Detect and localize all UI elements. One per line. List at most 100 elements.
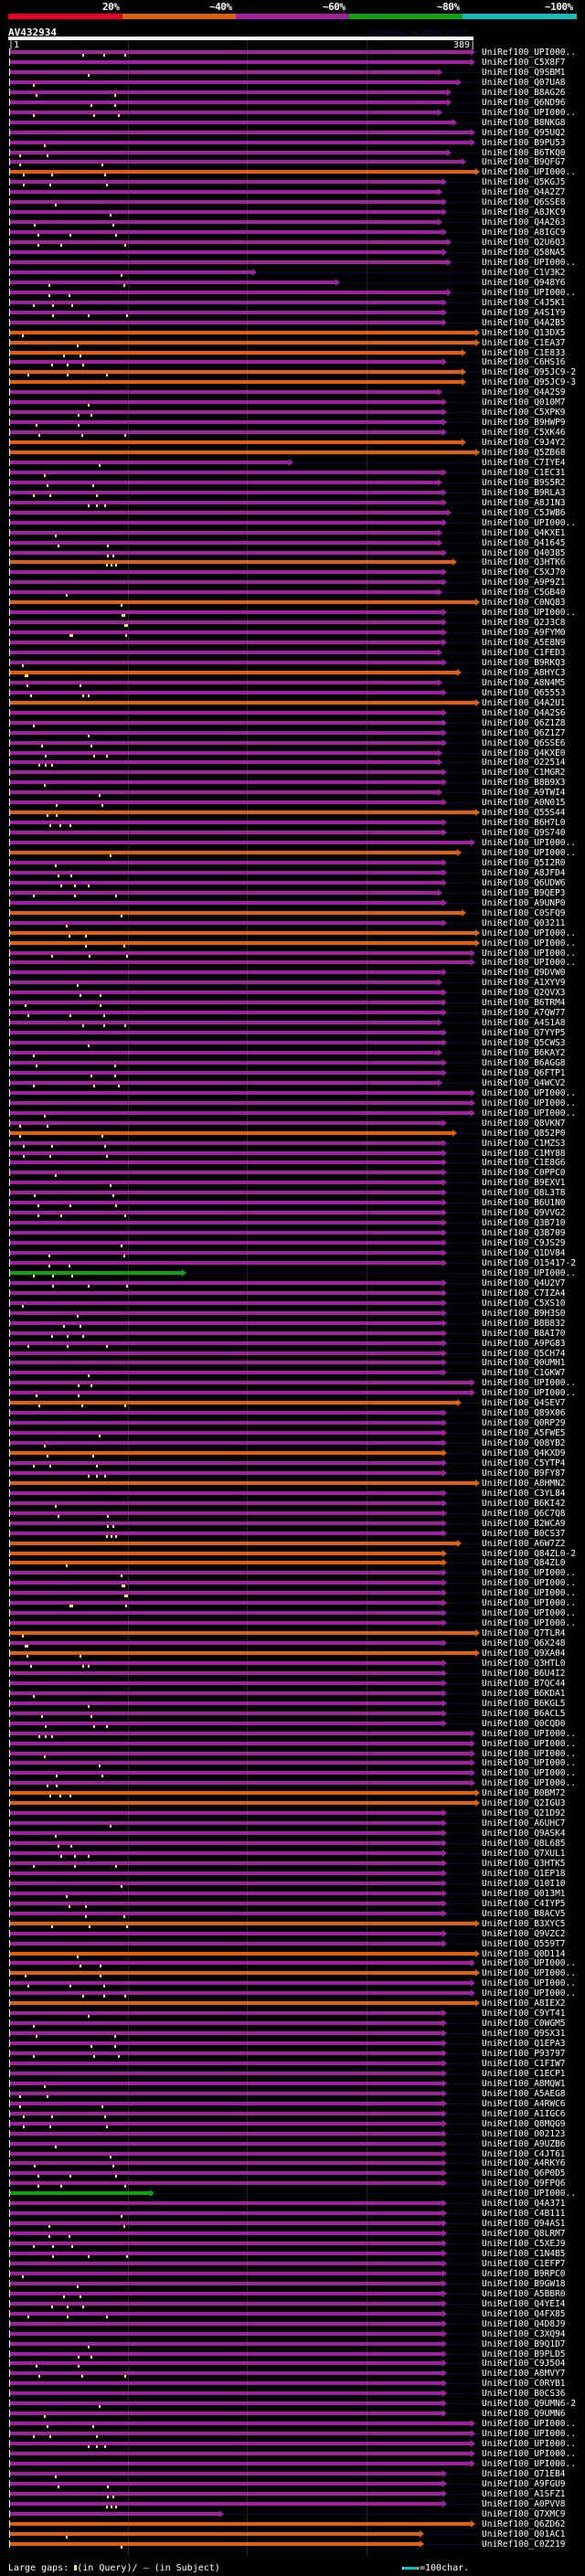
hit-label[interactable]: UniRef100_Q9S740 bbox=[482, 828, 566, 839]
hit-row[interactable]: UniRef100_UPI000.. bbox=[0, 949, 585, 959]
hit-label[interactable]: UniRef100_UPI000.. bbox=[482, 1588, 576, 1599]
alignment-bar[interactable] bbox=[10, 170, 475, 175]
hit-row[interactable]: UniRef100_Q3HTK5 bbox=[0, 1859, 585, 1869]
hit-label[interactable]: UniRef100_Q010M7 bbox=[482, 398, 566, 408]
hit-row[interactable]: UniRef100_C1FIW7 bbox=[0, 2059, 585, 2069]
hit-label[interactable]: UniRef100_UPI000.. bbox=[482, 1778, 576, 1789]
hit-row[interactable]: UniRef100_C4IYP5 bbox=[0, 1899, 585, 1909]
hit-label[interactable]: UniRef100_UPI000.. bbox=[482, 1618, 576, 1629]
hit-row[interactable]: UniRef100_A7QW77 bbox=[0, 1008, 585, 1018]
hit-row[interactable]: UniRef100_A8HMN2 bbox=[0, 1479, 585, 1489]
hit-label[interactable]: UniRef100_B6KDA1 bbox=[482, 1688, 566, 1699]
hit-label[interactable]: UniRef100_A6W7Z2 bbox=[482, 1538, 566, 1549]
hit-label[interactable]: UniRef100_Q1DV84 bbox=[482, 1248, 566, 1258]
alignment-bar[interactable] bbox=[10, 1641, 442, 1646]
alignment-bar[interactable] bbox=[10, 1591, 442, 1595]
hit-row[interactable]: UniRef100_Q6FTP1 bbox=[0, 1068, 585, 1078]
hit-row[interactable]: UniRef100_UPI000.. bbox=[0, 2459, 585, 2469]
hit-label[interactable]: UniRef100_B2WCA9 bbox=[482, 1518, 566, 1529]
hit-label[interactable]: UniRef100_Q4A263 bbox=[482, 217, 566, 228]
hit-label[interactable]: UniRef100_Q13DX5 bbox=[482, 327, 566, 338]
hit-label[interactable]: UniRef100_B8B832 bbox=[482, 1318, 566, 1329]
hit-label[interactable]: UniRef100_B6KI42 bbox=[482, 1498, 566, 1509]
alignment-bar[interactable] bbox=[10, 520, 442, 525]
alignment-bar[interactable] bbox=[10, 90, 447, 94]
hit-row[interactable]: UniRef100_B9S5R2 bbox=[0, 478, 585, 488]
hit-row[interactable]: UniRef100_Q2QVX3 bbox=[0, 988, 585, 998]
hit-label[interactable]: UniRef100_UPI000.. bbox=[482, 948, 576, 959]
hit-label[interactable]: UniRef100_Q6SSE6 bbox=[482, 737, 566, 748]
alignment-bar[interactable] bbox=[10, 1911, 442, 1915]
hit-row[interactable]: UniRef100_UPI000.. bbox=[0, 288, 585, 298]
alignment-bar[interactable] bbox=[10, 1921, 475, 1925]
alignment-bar[interactable] bbox=[10, 1161, 442, 1165]
alignment-bar[interactable] bbox=[10, 1290, 442, 1295]
hit-row[interactable]: UniRef100_A1SFZ1 bbox=[0, 2489, 585, 2499]
alignment-bar[interactable] bbox=[10, 200, 442, 205]
hit-label[interactable]: UniRef100_C1ECP1 bbox=[482, 2068, 566, 2079]
hit-row[interactable]: UniRef100_A8MVY7 bbox=[0, 2369, 585, 2379]
alignment-bar[interactable] bbox=[10, 2291, 442, 2295]
hit-label[interactable]: UniRef100_C0RYB1 bbox=[482, 2379, 566, 2390]
hit-label[interactable]: UniRef100_C0SFQ9 bbox=[482, 907, 566, 918]
hit-label[interactable]: UniRef100_Q5I2R0 bbox=[482, 857, 566, 868]
alignment-bar[interactable] bbox=[10, 600, 475, 605]
hit-row[interactable]: UniRef100_Q4A2Z7 bbox=[0, 187, 585, 197]
hit-label[interactable]: UniRef100_Q6ZD62 bbox=[482, 2518, 566, 2529]
hit-row[interactable]: UniRef100_C1EC31 bbox=[0, 468, 585, 478]
alignment-bar[interactable] bbox=[10, 590, 438, 595]
alignment-bar[interactable] bbox=[10, 1680, 442, 1685]
hit-row[interactable]: UniRef100_Q03211 bbox=[0, 918, 585, 928]
alignment-bar[interactable] bbox=[10, 970, 442, 975]
hit-row[interactable]: UniRef100_A9P9Z1 bbox=[0, 578, 585, 588]
hit-row[interactable]: UniRef100_Q6SSE8 bbox=[0, 197, 585, 207]
alignment-bar[interactable] bbox=[10, 1470, 442, 1475]
hit-label[interactable]: UniRef100_C5XK46 bbox=[482, 428, 566, 439]
hit-row[interactable]: UniRef100_C5XEJ9 bbox=[0, 2239, 585, 2249]
hit-row[interactable]: UniRef100_Q65553 bbox=[0, 688, 585, 698]
hit-label[interactable]: UniRef100_A9P9Z1 bbox=[482, 578, 566, 588]
hit-row[interactable]: UniRef100_Q4A263 bbox=[0, 217, 585, 228]
hit-row[interactable]: UniRef100_Q89X06 bbox=[0, 1408, 585, 1418]
hit-label[interactable]: UniRef100_B0BM72 bbox=[482, 1788, 566, 1799]
hit-label[interactable]: UniRef100_Q01AC1 bbox=[482, 2528, 566, 2539]
hit-row[interactable]: UniRef100_C1V3K2 bbox=[0, 268, 585, 278]
hit-row[interactable]: UniRef100_Q9UMN6-2 bbox=[0, 2399, 585, 2409]
hit-row[interactable]: UniRef100_UPI000.. bbox=[0, 1739, 585, 1749]
hit-label[interactable]: UniRef100_C5XS10 bbox=[482, 1298, 566, 1309]
hit-label[interactable]: UniRef100_Q0UMH1 bbox=[482, 1358, 566, 1369]
hit-row[interactable]: UniRef100_Q95JC9-2 bbox=[0, 367, 585, 377]
alignment-bar[interactable] bbox=[10, 2442, 471, 2446]
alignment-bar[interactable] bbox=[10, 1891, 442, 1895]
alignment-bar[interactable] bbox=[10, 2521, 471, 2526]
hit-label[interactable]: UniRef100_Q6ND96 bbox=[482, 97, 566, 108]
alignment-bar[interactable] bbox=[10, 480, 438, 484]
hit-label[interactable]: UniRef100_Q9SBM1 bbox=[482, 67, 566, 78]
hit-row[interactable]: UniRef100_UPI000.. bbox=[0, 1568, 585, 1578]
alignment-bar[interactable] bbox=[10, 651, 438, 654]
alignment-bar[interactable] bbox=[10, 660, 442, 664]
alignment-bar[interactable] bbox=[10, 2242, 442, 2246]
alignment-bar[interactable] bbox=[10, 2201, 442, 2206]
alignment-bar[interactable] bbox=[10, 1060, 442, 1065]
alignment-bar[interactable] bbox=[10, 2021, 442, 2026]
alignment-bar[interactable] bbox=[10, 910, 462, 915]
alignment-bar[interactable] bbox=[10, 230, 442, 235]
hit-label[interactable]: UniRef100_UPI000.. bbox=[482, 938, 576, 949]
hit-label[interactable]: UniRef100_Q0D114 bbox=[482, 1948, 566, 1959]
alignment-bar[interactable] bbox=[10, 1801, 475, 1806]
alignment-bar[interactable] bbox=[10, 720, 442, 725]
hit-row[interactable]: UniRef100_C9J5O4 bbox=[0, 2359, 585, 2369]
alignment-bar[interactable] bbox=[10, 440, 462, 445]
hit-row[interactable]: UniRef100_A8MQW1 bbox=[0, 2079, 585, 2089]
alignment-bar[interactable] bbox=[10, 1981, 471, 1986]
alignment-bar[interactable] bbox=[10, 190, 438, 195]
hit-label[interactable]: UniRef100_Q0CQD0 bbox=[482, 1718, 566, 1729]
alignment-bar[interactable] bbox=[10, 2412, 442, 2416]
alignment-bar[interactable] bbox=[10, 1621, 442, 1626]
alignment-bar[interactable] bbox=[10, 1821, 442, 1826]
hit-row[interactable]: UniRef100_UPI000.. bbox=[0, 48, 585, 58]
hit-row[interactable]: UniRef100_UPI000.. bbox=[0, 1758, 585, 1768]
hit-label[interactable]: UniRef100_A9FYM0 bbox=[482, 628, 566, 639]
hit-row[interactable]: UniRef100_Q7XMC9 bbox=[0, 2509, 585, 2519]
